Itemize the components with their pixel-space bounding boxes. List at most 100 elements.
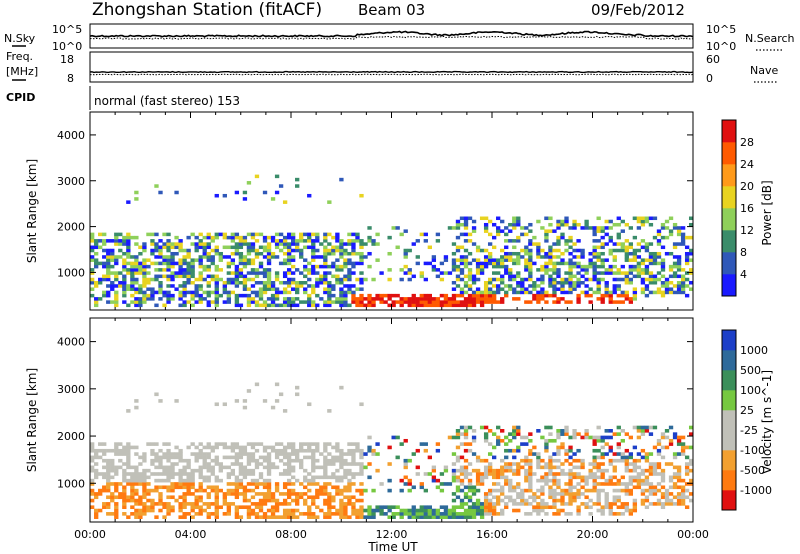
velocity-cell (483, 472, 489, 476)
power-cell (580, 274, 585, 279)
velocity-cell (407, 478, 412, 483)
velocity-cell (596, 455, 601, 460)
velocity-cell (560, 472, 565, 476)
velocity-cell (564, 425, 569, 430)
power-cell (528, 222, 533, 227)
velocity-cell (680, 448, 686, 453)
velocity-cell (250, 482, 256, 486)
power-cell (214, 251, 219, 256)
velocity-cell (214, 495, 219, 500)
power-cell (632, 287, 638, 291)
velocity-cell (343, 462, 348, 466)
power-cell (636, 248, 642, 253)
power-cell (676, 229, 682, 233)
velocity-cell (170, 452, 175, 456)
power-cell (182, 268, 187, 272)
velocity-cell (592, 435, 597, 440)
velocity-cell (323, 445, 328, 450)
velocity-cell (210, 448, 215, 453)
power-cell (544, 271, 549, 275)
power-cell (222, 193, 227, 198)
velocity-cell (106, 468, 111, 473)
power-cell (198, 232, 203, 237)
velocity-cell (343, 515, 348, 519)
power-cell (596, 297, 601, 301)
power-cell (174, 271, 179, 275)
velocity-cell (274, 465, 280, 470)
velocity-cell (262, 465, 268, 470)
power-cell (680, 242, 686, 246)
velocity-cell (483, 465, 489, 470)
velocity-cell (311, 465, 316, 470)
velocity-cell (431, 515, 437, 519)
velocity-cell (234, 482, 240, 486)
colorbar-tick-label: -500 (740, 464, 765, 477)
power-cell (206, 284, 211, 288)
power-cell (640, 277, 646, 282)
velocity-cell (652, 488, 658, 493)
velocity-cell (656, 462, 662, 466)
power-cell (182, 248, 187, 253)
power-cell (524, 226, 529, 230)
power-cell (487, 219, 493, 224)
velocity-cell (351, 512, 356, 516)
velocity-cell (122, 472, 127, 476)
power-cell (403, 271, 408, 275)
velocity-cell (323, 465, 328, 470)
velocity-cell (479, 502, 485, 506)
power-cell (266, 255, 272, 259)
velocity-cell (286, 452, 292, 456)
velocity-cell (166, 448, 171, 453)
power-cell (206, 242, 211, 246)
power-cell (423, 300, 428, 304)
power-cell (282, 258, 288, 262)
power-cell (90, 287, 95, 291)
power-cell (150, 293, 155, 298)
velocity-cell (138, 482, 143, 486)
power-cell (632, 251, 638, 256)
velocity-cell (644, 425, 650, 430)
power-cell (520, 284, 525, 288)
velocity-cell (299, 495, 304, 500)
power-cell (122, 280, 127, 285)
velocity-cell (540, 492, 545, 496)
velocity-cell (544, 448, 549, 453)
velocity-cell (379, 508, 384, 513)
velocity-cell (210, 488, 215, 493)
power-cell (471, 242, 477, 246)
velocity-cell (170, 462, 175, 466)
velocity-cell (632, 505, 638, 510)
power-cell (343, 248, 348, 253)
power-cell (234, 264, 240, 269)
power-cell (134, 280, 139, 285)
power-cell (580, 251, 585, 256)
velocity-cell (536, 478, 541, 483)
power-cell (102, 255, 107, 259)
velocity-cell (471, 515, 477, 519)
power-cell (218, 258, 223, 262)
power-cell (487, 242, 493, 246)
power-cell (516, 274, 521, 279)
power-cell (98, 232, 103, 237)
velocity-cell (122, 495, 127, 500)
velocity-cell (632, 502, 638, 506)
power-cell (524, 300, 529, 304)
velocity-cell (110, 468, 115, 473)
power-cell (138, 271, 143, 275)
power-cell (94, 251, 99, 256)
velocity-cell (182, 472, 187, 476)
velocity-cell (138, 455, 143, 460)
velocity-cell (459, 455, 465, 460)
power-cell (688, 235, 694, 240)
power-cell (588, 293, 593, 298)
power-cell (246, 293, 252, 298)
velocity-cell (315, 505, 320, 510)
velocity-cell (222, 495, 227, 500)
power-cell (608, 226, 613, 230)
velocity-cell (684, 505, 690, 510)
velocity-cell (435, 478, 441, 483)
velocity-cell (214, 505, 219, 510)
velocity-cell (182, 512, 187, 516)
power-cell (134, 287, 139, 291)
power-cell (250, 284, 256, 288)
